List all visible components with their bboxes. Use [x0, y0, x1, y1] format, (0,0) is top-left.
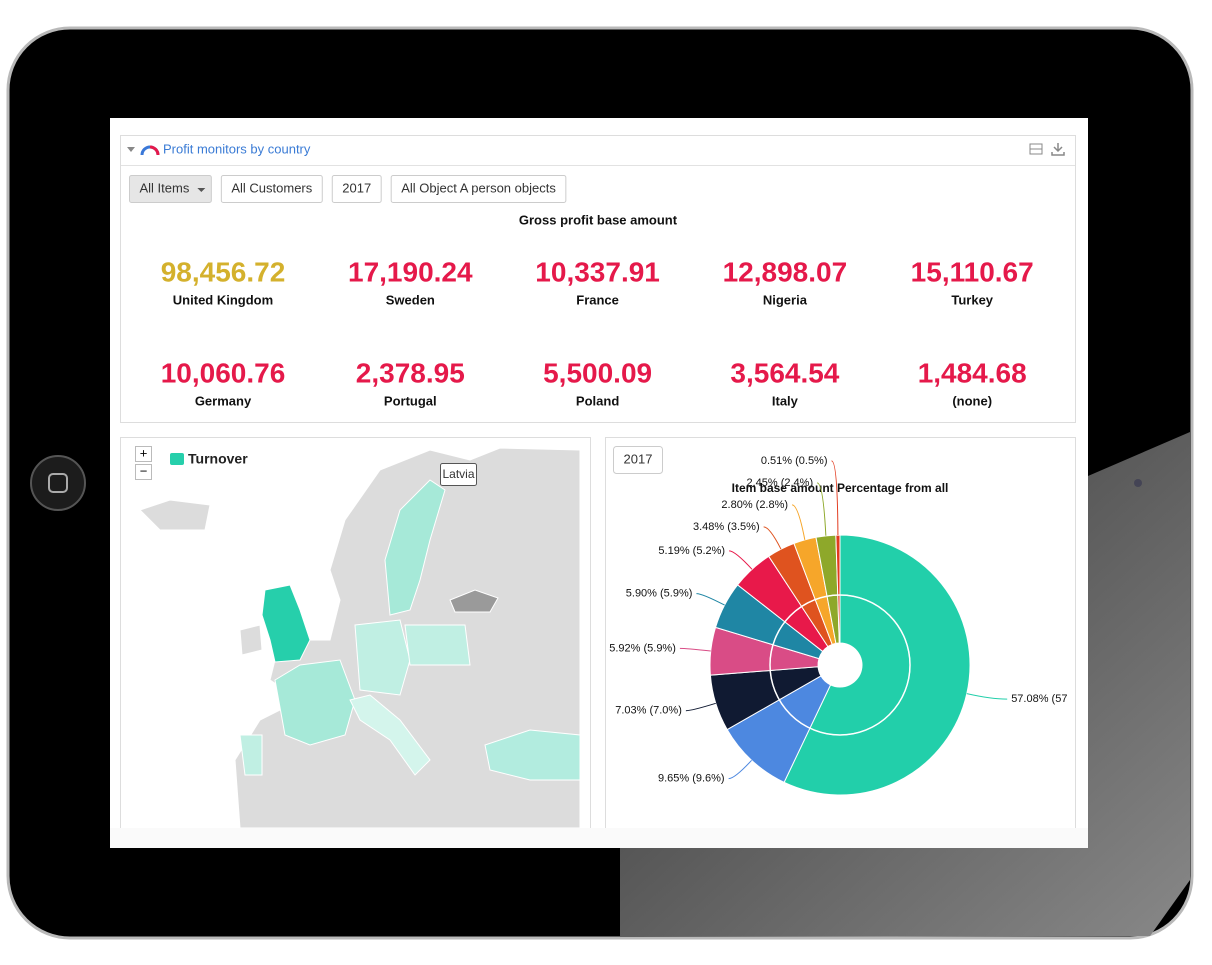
- camera: [1134, 479, 1142, 487]
- region-poland[interactable]: [404, 624, 471, 666]
- leader-line: [679, 647, 711, 652]
- filter-label: All Items: [140, 180, 190, 195]
- kpi-value: 2,378.95: [356, 357, 465, 388]
- kpi-label: Italy: [772, 393, 799, 408]
- zoom-out-button[interactable]: [135, 464, 152, 480]
- kpi-label: (none): [952, 393, 992, 408]
- region-latvia[interactable]: [449, 589, 499, 613]
- leader-line: [728, 759, 752, 780]
- home-icon: [48, 473, 68, 493]
- zoom-in-label: +: [140, 445, 148, 460]
- pie-chart: 57.08% (57.1%) 9.65% (9.6%) 7.03% (7.0%) 5.…: [609, 455, 1090, 796]
- leader-line: [763, 526, 782, 550]
- leader-line: [729, 550, 753, 570]
- kpi-value: 98,456.72: [161, 256, 286, 287]
- region-ireland: [239, 624, 263, 656]
- pie-filter-button[interactable]: [613, 446, 663, 474]
- filter-button[interactable]: [220, 175, 323, 203]
- leader-line: [791, 504, 806, 540]
- region-turkey[interactable]: [484, 729, 581, 781]
- data-label: 2.80% (2.8%): [721, 499, 788, 511]
- kpi-title: Gross profit base amount: [519, 212, 678, 227]
- data-label: 5.92% (5.9%): [609, 642, 676, 654]
- kpi-label: United Kingdom: [173, 292, 273, 307]
- glare: [620, 432, 1190, 937]
- map: [139, 447, 581, 828]
- data-label: 2.45% (2.4%): [746, 477, 813, 489]
- ring-divider: [769, 594, 911, 736]
- kpi-label: Germany: [195, 393, 252, 408]
- filter-label: All Object A person objects: [401, 180, 556, 195]
- panel-title[interactable]: Profit monitors by country: [163, 141, 311, 156]
- kpi-label: France: [576, 292, 619, 307]
- home-button[interactable]: [30, 455, 86, 511]
- download-icon[interactable]: [1051, 143, 1065, 156]
- kpi-value: 12,898.07: [723, 256, 848, 287]
- leader-line: [966, 693, 1008, 700]
- tooltip-label: Latvia: [442, 467, 474, 481]
- region-uk[interactable]: [261, 584, 311, 663]
- region-italy[interactable]: [349, 694, 431, 776]
- filter-label: 2017: [342, 180, 371, 195]
- kpi-label: Poland: [576, 393, 619, 408]
- data-label: 5.90% (5.9%): [626, 587, 693, 599]
- region-france[interactable]: [274, 659, 356, 746]
- legend-swatch: [170, 453, 184, 465]
- screen-bottom: [110, 828, 1088, 848]
- region-germany[interactable]: [354, 619, 411, 696]
- kpi-label: Sweden: [386, 292, 435, 307]
- filter-button[interactable]: [390, 175, 567, 203]
- leader-line: [816, 482, 827, 536]
- kpi-label: Portugal: [384, 393, 437, 408]
- pie-filter-label: 2017: [624, 451, 653, 466]
- data-label: 7.03% (7.0%): [615, 705, 682, 717]
- data-label: 57.08% (57.1%): [1011, 693, 1090, 705]
- kpi-value: 15,110.67: [911, 256, 1034, 287]
- filter-button[interactable]: [129, 175, 212, 203]
- leader-line: [831, 460, 839, 536]
- iceland: [139, 499, 211, 531]
- filter-caret: [197, 188, 206, 192]
- kpi-value: 3,564.54: [730, 357, 839, 388]
- zoom-out-label: −: [140, 463, 148, 478]
- kpi-value: 10,337.91: [535, 256, 660, 287]
- gauge-icon-red: [149, 145, 160, 156]
- chart-title: Item base amount Percentage from all: [732, 481, 949, 495]
- collapse-caret[interactable]: [127, 147, 135, 152]
- kpi-value: 10,060.76: [161, 357, 286, 388]
- kpi-label: Nigeria: [763, 292, 808, 307]
- leader-line: [696, 593, 725, 606]
- kpi-value: 5,500.09: [543, 357, 652, 388]
- kpi-value: 17,190.24: [348, 256, 473, 287]
- zoom-in-button[interactable]: [135, 446, 152, 462]
- kpi-label: Turkey: [951, 292, 993, 307]
- kpi-value: 1,484.68: [918, 357, 1027, 388]
- region-sweden[interactable]: [384, 479, 446, 616]
- data-label: 3.48% (3.5%): [693, 521, 760, 533]
- data-label: 9.65% (9.6%): [658, 773, 725, 785]
- leader-line: [685, 702, 716, 712]
- legend-label[interactable]: Turnover: [188, 451, 248, 467]
- filter-label: All Customers: [231, 180, 312, 195]
- filter-button[interactable]: [331, 175, 382, 203]
- data-label: 5.19% (5.2%): [658, 545, 725, 557]
- data-label: 0.51% (0.5%): [761, 455, 828, 467]
- region-portugal[interactable]: [239, 734, 263, 776]
- map-tooltip: [440, 463, 477, 486]
